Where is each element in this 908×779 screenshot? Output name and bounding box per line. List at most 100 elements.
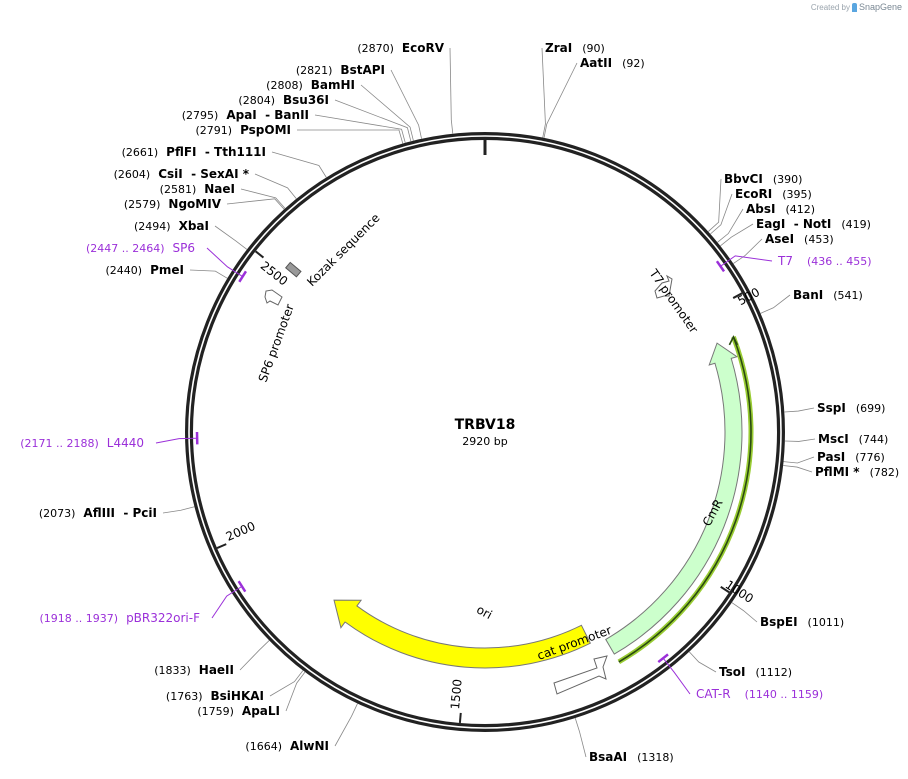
primer-l4440[interactable]: L4440 (2171 .. 2188) (20, 431, 199, 450)
enzyme-site-absi[interactable]: AbsI (412) (717, 202, 815, 243)
primer-t7[interactable]: T7 (436 .. 455) (715, 254, 872, 273)
enzyme-position: (2808) (266, 79, 303, 92)
enzyme-site-alwni[interactable]: AlwNI (1664) (245, 703, 358, 753)
leader-line (285, 671, 306, 712)
enzyme-site-csii-sexai-[interactable]: CsiI - SexAI * (2604) (114, 167, 297, 199)
leader-line (334, 703, 358, 747)
enzyme-site-sspi[interactable]: SspI (699) (784, 401, 885, 415)
enzyme-site-ngomiv[interactable]: NgoMIV (2579) (124, 197, 285, 211)
enzyme-site-aatii[interactable]: AatII (92) (543, 56, 645, 138)
kozak-sequence-box[interactable] (285, 261, 302, 278)
enzyme-name: ZraI (545, 41, 572, 55)
sp6-promoter-label: SP6 promoter (256, 302, 297, 384)
enzyme-name: BspEI (760, 615, 798, 629)
enzyme-name: CsiI - SexAI * (158, 167, 249, 181)
leader-line (541, 47, 546, 138)
primer-cat-r[interactable]: CAT-R (1140 .. 1159) (657, 653, 824, 701)
enzyme-site-haeii[interactable]: HaeII (1833) (154, 640, 270, 677)
enzyme-name: TsoI (719, 665, 745, 679)
enzyme-position: (744) (859, 433, 889, 446)
enzyme-site-bamhi[interactable]: BamHI (2808) (266, 78, 414, 141)
enzyme-site-zrai[interactable]: ZraI (90) (541, 41, 605, 138)
enzyme-site-ecorv[interactable]: EcoRV (2870) (357, 41, 454, 134)
primer-pbr322ori-f[interactable]: pBR322ori-F (1918 .. 1937) (40, 580, 247, 625)
primer-range: (1140 .. 1159) (745, 688, 824, 701)
enzyme-position: (1664) (245, 740, 282, 753)
enzyme-site-apai-banii[interactable]: ApaI - BanII (2795) (182, 108, 406, 143)
enzyme-site-eagi-noti[interactable]: EagI - NotI (419) (720, 217, 871, 247)
enzyme-name: AbsI (746, 202, 775, 216)
enzyme-position: (453) (804, 233, 834, 246)
enzyme-site-bsu36i[interactable]: Bsu36I (2804) (238, 93, 412, 142)
enzyme-position: (90) (582, 42, 605, 55)
primer-name: pBR322ori-F (126, 611, 200, 625)
enzyme-name: ApaI - BanII (226, 108, 309, 122)
leader-line (733, 238, 763, 264)
enzyme-site-pflmi-[interactable]: PflMI * (782) (783, 465, 899, 479)
leader-line (574, 717, 587, 758)
enzyme-position: (1759) (197, 705, 234, 718)
enzyme-site-apali[interactable]: ApaLI (1759) (197, 671, 306, 718)
leader-line (731, 602, 758, 623)
enzyme-name: PmeI (150, 263, 184, 277)
enzyme-site-bbvci[interactable]: BbvCI (390) (707, 172, 803, 232)
cat-promoter-arrow[interactable] (553, 655, 608, 695)
primer-sp6[interactable]: SP6 (2447 .. 2464) (86, 241, 248, 283)
leader-line (240, 188, 286, 209)
enzyme-position: (1112) (755, 666, 792, 679)
leader-line (314, 114, 406, 143)
enzyme-site-bstapi[interactable]: BstAPI (2821) (296, 63, 422, 139)
leader-line (226, 198, 285, 210)
leader-line (214, 225, 248, 250)
enzyme-site-bsihkai[interactable]: BsiHKAI (1763) (166, 670, 304, 703)
enzyme-site-bani[interactable]: BanI (541) (760, 288, 863, 314)
label-layer: ZraI (90)AatII (92) BbvCI (390)EcoRI (395)Abs… (20, 41, 899, 764)
plasmid-name: TRBV18 (454, 417, 516, 433)
enzyme-position: (2579) (124, 198, 161, 211)
enzyme-site-msci[interactable]: MscI (744) (784, 432, 889, 446)
enzyme-site-pasi[interactable]: PasI (776) (783, 450, 885, 464)
enzyme-site-naei[interactable]: NaeI (2581) (160, 182, 286, 209)
enzyme-name: BamHI (311, 78, 355, 92)
primer-name: CAT-R (696, 687, 731, 701)
primer-range: (1918 .. 1937) (40, 612, 119, 625)
primer-bind-mark (237, 580, 247, 593)
enzyme-site-pflfi-tth111i[interactable]: PflFI - Tth111I (2661) (122, 145, 327, 178)
primer-range: (2447 .. 2464) (86, 242, 165, 255)
enzyme-position: (776) (855, 451, 885, 464)
leader-line (211, 585, 243, 619)
t7-promoter-arrow[interactable] (654, 274, 673, 299)
enzyme-site-ecori[interactable]: EcoRI (395) (710, 187, 812, 235)
leader-line (271, 151, 327, 178)
primer-name: T7 (777, 254, 793, 268)
backbone-inner-gap (188, 135, 782, 729)
enzyme-position: (2870) (357, 42, 394, 55)
tick-label: 2000 (224, 519, 258, 544)
enzyme-site-pspomi[interactable]: PspOMI (2791) (195, 123, 404, 144)
enzyme-site-asei[interactable]: AseI (453) (733, 232, 834, 264)
leader-line (162, 506, 195, 514)
leader-line (206, 247, 243, 277)
enzyme-position: (419) (841, 218, 871, 231)
enzyme-name: AflIII - PciI (83, 506, 157, 520)
credit-brand: SnapGene (858, 2, 902, 12)
enzyme-site-pmei[interactable]: PmeI (2440) (106, 263, 228, 279)
enzyme-name: NaeI (204, 182, 235, 196)
enzyme-position: (2821) (296, 64, 333, 77)
tick-mark (458, 712, 462, 724)
enzyme-site-bspei[interactable]: BspEI (1011) (731, 602, 844, 629)
enzyme-name: AatII (580, 56, 612, 70)
credit-prefix: Created by (810, 2, 850, 12)
sp6-promoter-arrow[interactable] (264, 289, 283, 306)
enzyme-position: (782) (870, 466, 900, 479)
leader-line (334, 99, 412, 142)
t7-promoter-label: T7 promoter (646, 266, 701, 336)
cmr-feature-arrow[interactable] (605, 342, 743, 655)
enzyme-position: (390) (773, 173, 803, 186)
enzyme-site-bsaai[interactable]: BsaAI (1318) (574, 717, 674, 764)
enzyme-site-afliii-pcii[interactable]: AflIII - PciI (2073) (39, 506, 195, 520)
enzyme-site-xbai[interactable]: XbaI (2494) (134, 219, 248, 250)
enzyme-site-tsoi[interactable]: TsoI (1112) (688, 651, 792, 679)
ori-feature-arrow[interactable] (333, 599, 591, 669)
